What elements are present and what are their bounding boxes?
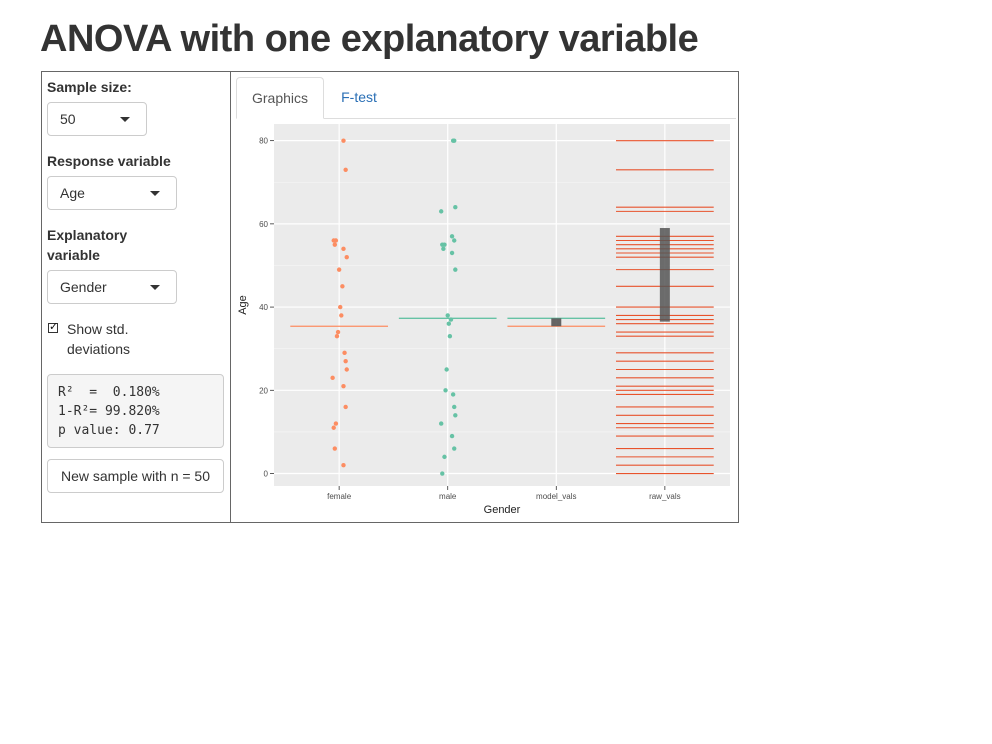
- y-tick-label: 80: [259, 137, 268, 146]
- female-point: [330, 375, 335, 381]
- female-point: [336, 267, 342, 272]
- female-point: [344, 254, 349, 260]
- male-point: [439, 209, 444, 214]
- sidebar: Sample size: 50 Response variable Age Ex…: [42, 72, 231, 522]
- male-point: [443, 388, 448, 393]
- new-sample-button[interactable]: New sample with n = 50: [47, 459, 224, 493]
- female-point: [342, 350, 347, 356]
- response-variable-label: Response variable: [47, 153, 171, 169]
- app-frame: Sample size: 50 Response variable Age Ex…: [41, 71, 739, 523]
- p-value-line: p value: 0.77: [58, 423, 160, 438]
- female-point: [332, 242, 337, 247]
- model-sd-bar: [551, 318, 562, 327]
- tab-bar: Graphics F-test: [236, 77, 736, 119]
- response-variable-value: Age: [60, 185, 85, 201]
- female-point: [338, 304, 343, 310]
- male-point: [440, 242, 445, 247]
- raw-sd-bar: [659, 228, 670, 322]
- female-point: [343, 167, 348, 172]
- female-point: [344, 367, 349, 372]
- explanatory-variable-value: Gender: [60, 279, 107, 295]
- female-point: [341, 462, 346, 468]
- female-point: [340, 284, 345, 289]
- explanatory-variable-select[interactable]: Gender: [47, 270, 177, 304]
- y-axis-title: Age: [237, 295, 249, 315]
- tab-f-test[interactable]: F-test: [341, 89, 377, 105]
- x-tick-label: raw_vals: [649, 492, 681, 501]
- sample-size-label: Sample size:: [47, 79, 132, 95]
- male-point: [442, 454, 447, 460]
- female-point: [331, 238, 336, 243]
- y-tick-label: 20: [259, 386, 268, 395]
- male-point: [439, 421, 444, 426]
- female-point: [331, 425, 336, 430]
- main-panel: Graphics F-test 0 20 40 60 80 female male model…: [231, 72, 738, 522]
- male-point: [446, 321, 451, 326]
- male-point: [448, 317, 454, 322]
- explanatory-variable-label-line1: Explanatory: [47, 227, 128, 243]
- female-point: [335, 329, 341, 335]
- x-axis-title: Gender: [484, 504, 521, 516]
- female-point: [332, 446, 337, 451]
- page-title: ANOVA with one explanatory variable: [40, 18, 699, 60]
- stats-box: R² = 0.180% 1-R²= 99.820% p value: 0.77: [47, 374, 224, 448]
- female-point: [333, 421, 339, 426]
- sample-size-value: 50: [60, 111, 76, 127]
- male-point: [450, 392, 456, 397]
- show-sd-row: ✓ Show std. deviations: [48, 320, 226, 362]
- male-point: [449, 234, 455, 239]
- male-point: [445, 313, 450, 318]
- male-point: [447, 334, 453, 339]
- x-tick-label: female: [327, 492, 352, 501]
- anova-plot: 0 20 40 60 80 female male model_vals raw_vals Gen…: [237, 124, 730, 516]
- chevron-down-icon: [120, 117, 130, 122]
- explanatory-variable-label-line2: variable: [47, 247, 100, 263]
- show-sd-checkbox[interactable]: ✓: [48, 321, 59, 333]
- male-point: [452, 404, 457, 410]
- female-point: [334, 334, 340, 339]
- r-squared-line: R² = 0.180%: [58, 385, 160, 400]
- y-tick-label: 40: [259, 303, 268, 312]
- one-minus-r-squared-line: 1-R²= 99.820%: [58, 404, 160, 419]
- male-point: [453, 413, 458, 418]
- female-point: [341, 383, 346, 389]
- male-point: [449, 250, 455, 256]
- male-point: [440, 471, 445, 476]
- y-tick-label: 60: [259, 220, 268, 229]
- male-point: [453, 267, 458, 272]
- chevron-down-icon: [150, 191, 160, 196]
- male-point: [452, 138, 457, 143]
- female-point: [341, 138, 346, 143]
- sample-size-select[interactable]: 50: [47, 102, 147, 136]
- tab-graphics[interactable]: Graphics: [236, 77, 324, 119]
- male-point: [441, 246, 446, 252]
- female-point: [343, 404, 348, 410]
- x-tick-label: model_vals: [536, 492, 576, 501]
- x-tick-label: male: [439, 492, 457, 501]
- male-point: [444, 367, 449, 372]
- show-sd-label[interactable]: Show std. deviations: [67, 321, 131, 357]
- female-point: [343, 358, 348, 364]
- male-point: [453, 205, 458, 210]
- male-point: [452, 446, 457, 451]
- response-variable-select[interactable]: Age: [47, 176, 177, 210]
- female-point: [339, 313, 344, 318]
- plot-panel: [274, 124, 730, 486]
- male-point: [449, 433, 455, 439]
- y-tick-label: 0: [264, 470, 269, 479]
- chevron-down-icon: [150, 285, 160, 290]
- male-point: [452, 238, 457, 243]
- female-point: [341, 246, 346, 252]
- check-icon: ✓: [49, 321, 59, 333]
